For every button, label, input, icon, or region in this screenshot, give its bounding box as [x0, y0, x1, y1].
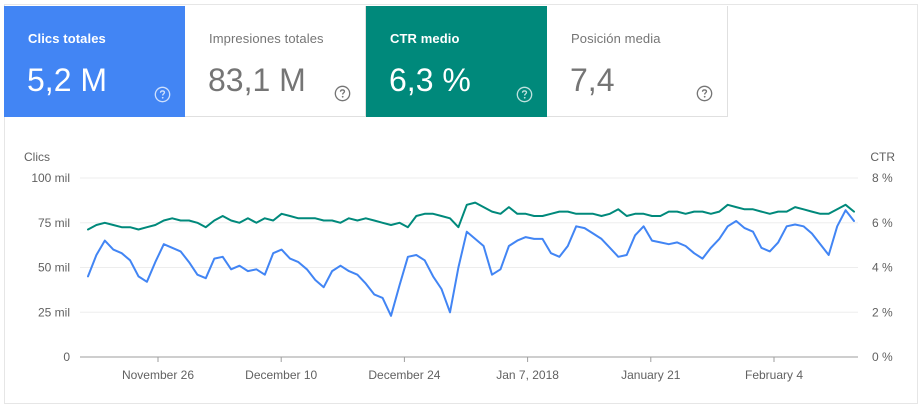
y-right-tick-label: 8 %	[872, 171, 893, 185]
x-tick-label: December 10	[245, 368, 317, 382]
metric-label: CTR medio	[390, 31, 460, 46]
x-tick-label: Jan 7, 2018	[496, 368, 559, 382]
y-right-tick-label: 0 %	[872, 350, 893, 364]
x-tick-label: February 4	[745, 368, 803, 382]
y-left-tick-label: 0	[63, 350, 70, 364]
metric-value: 6,3 %	[389, 62, 471, 98]
metric-label: Clics totales	[28, 31, 106, 46]
help-circle-icon[interactable]	[154, 86, 171, 103]
x-tick-label: January 21	[621, 368, 681, 382]
clicks-series-line	[87, 209, 855, 317]
metric-label: Impresiones totales	[209, 31, 324, 46]
y-left-tick-label: 25 mil	[38, 305, 70, 319]
metric-card-total-impressions[interactable]: Impresiones totales 83,1 M	[185, 6, 366, 117]
metric-card-average-position[interactable]: Posición media 7,4	[547, 6, 728, 117]
help-circle-icon[interactable]	[516, 86, 533, 103]
metric-label: Posición media	[571, 31, 661, 46]
chart-axis-labels: Clics CTR	[24, 150, 895, 164]
y-right-tick-label: 6 %	[872, 216, 893, 230]
metric-value: 5,2 M	[27, 62, 108, 98]
chart-series	[87, 201, 855, 317]
y-left-tick-label: 50 mil	[38, 261, 70, 275]
metric-value: 7,4	[570, 62, 615, 98]
y-axis-right-title: CTR	[870, 150, 895, 164]
metric-cards: Clics totales 5,2 M Impresiones totales …	[4, 6, 728, 117]
x-tick-label: November 26	[122, 368, 194, 382]
metric-card-average-ctr[interactable]: CTR medio 6,3 %	[366, 6, 547, 117]
y-axis-left-title: Clics	[24, 150, 50, 164]
metric-card-total-clicks[interactable]: Clics totales 5,2 M	[4, 6, 185, 117]
y-left-tick-label: 100 mil	[31, 171, 70, 185]
x-tick-label: December 24	[368, 368, 440, 382]
help-circle-icon[interactable]	[696, 85, 713, 102]
ctr-series-line	[87, 201, 855, 231]
y-right-tick-label: 2 %	[872, 305, 893, 319]
chart-ticks: 0 0 % 25 mil 2 % 50 mil 4 % 75 mil 6 % 100 mil 8 …	[31, 171, 893, 382]
y-right-tick-label: 4 %	[872, 261, 893, 275]
y-left-tick-label: 75 mil	[38, 216, 70, 230]
help-circle-icon[interactable]	[334, 85, 351, 102]
metric-value: 83,1 M	[208, 62, 306, 98]
